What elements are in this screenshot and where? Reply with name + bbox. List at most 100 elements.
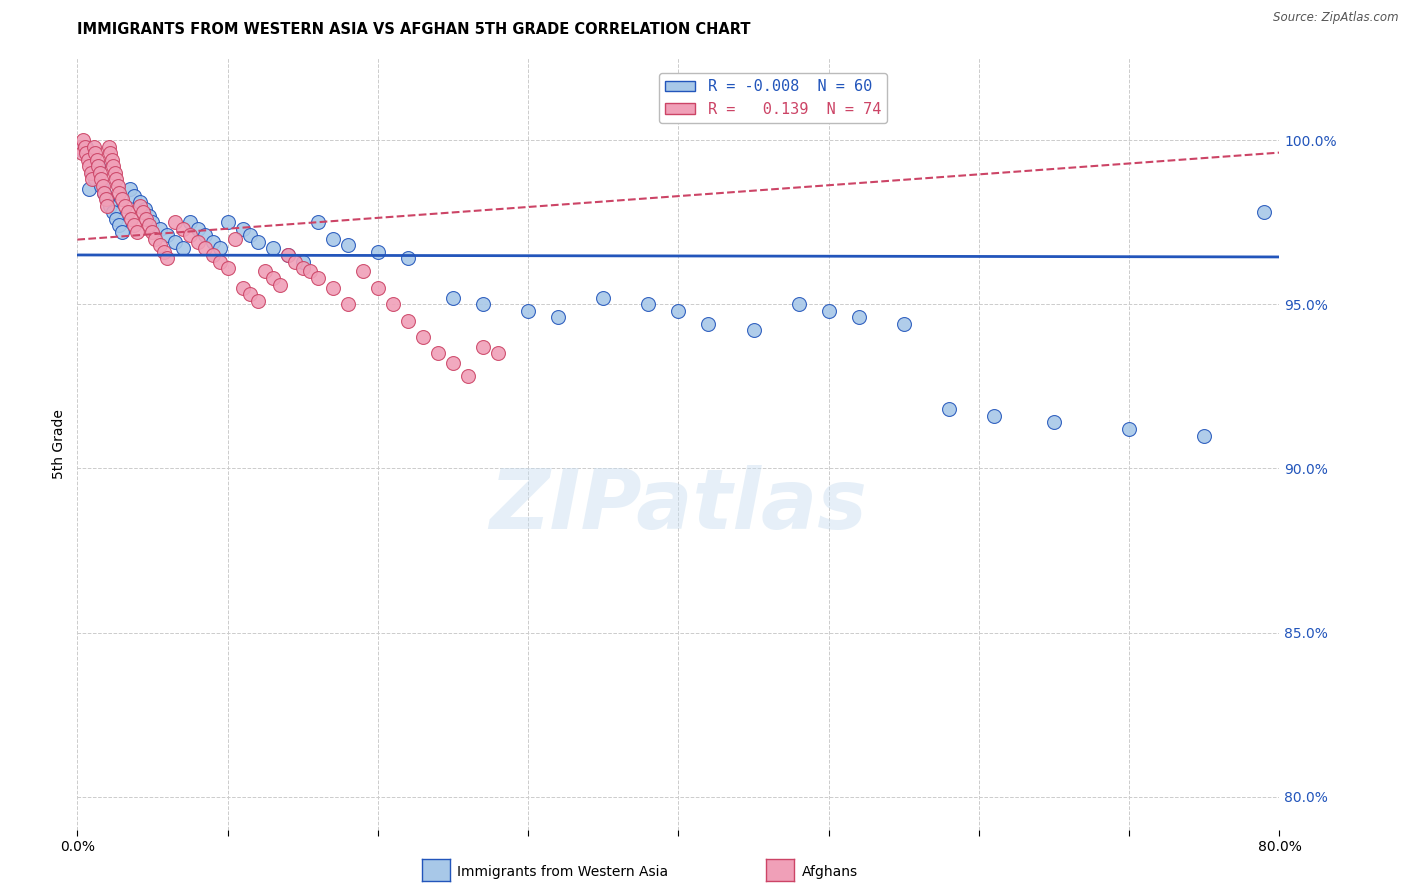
Point [187, 235, 209, 249]
Point [893, 317, 915, 331]
Point [367, 244, 389, 259]
Point [72, 133, 94, 147]
Point [209, 254, 232, 268]
Point [367, 281, 389, 295]
Point [396, 313, 419, 327]
Point [246, 235, 269, 249]
Y-axis label: 5th Grade: 5th Grade [52, 409, 66, 479]
Point [127, 225, 149, 239]
Point [111, 192, 134, 206]
Point [209, 241, 232, 255]
Point [277, 248, 299, 262]
Point [336, 297, 359, 311]
Point [336, 238, 359, 252]
Point [163, 215, 186, 229]
Text: Source: ZipAtlas.com: Source: ZipAtlas.com [1274, 11, 1399, 24]
Point [299, 264, 322, 278]
Point [124, 189, 146, 203]
Point [441, 291, 464, 305]
Point [96, 192, 118, 206]
Point [547, 310, 569, 325]
Point [141, 225, 163, 239]
Point [163, 235, 186, 249]
Point [742, 324, 765, 338]
Point [817, 303, 839, 318]
Point [427, 346, 450, 360]
Point [76, 153, 98, 167]
Point [284, 254, 307, 268]
Point [93, 186, 115, 200]
Point [149, 238, 172, 252]
Point [134, 202, 156, 216]
Point [472, 340, 495, 354]
Point [156, 252, 179, 266]
Point [668, 303, 690, 318]
Point [322, 281, 344, 295]
Point [983, 409, 1005, 423]
Point [100, 199, 122, 213]
Text: IMMIGRANTS FROM WESTERN ASIA VS AFGHAN 5TH GRADE CORRELATION CHART: IMMIGRANTS FROM WESTERN ASIA VS AFGHAN 5… [77, 22, 751, 37]
Point [132, 205, 155, 219]
Point [848, 310, 870, 325]
Point [79, 182, 101, 196]
Point [517, 303, 540, 318]
Point [254, 264, 277, 278]
Point [194, 241, 217, 255]
Point [87, 159, 110, 173]
Point [93, 186, 115, 200]
Point [82, 166, 104, 180]
Point [91, 179, 114, 194]
Point [246, 293, 269, 308]
Point [104, 166, 127, 180]
Point [787, 297, 810, 311]
Text: ZIPatlas: ZIPatlas [489, 465, 868, 546]
Point [97, 139, 120, 153]
Point [103, 205, 125, 219]
Point [486, 346, 509, 360]
Point [96, 199, 118, 213]
Point [118, 182, 141, 196]
Point [179, 215, 201, 229]
Point [73, 139, 96, 153]
Point [291, 261, 314, 276]
Point [82, 172, 104, 186]
Point [457, 369, 479, 384]
Point [141, 215, 163, 229]
Point [179, 228, 201, 243]
Point [1118, 422, 1140, 436]
Point [138, 209, 160, 223]
Point [291, 254, 314, 268]
Text: Afghans: Afghans [801, 865, 858, 880]
Point [111, 225, 134, 239]
Point [938, 402, 960, 417]
Point [277, 248, 299, 262]
Point [86, 153, 108, 167]
Point [396, 252, 419, 266]
Point [201, 248, 224, 262]
Point [1253, 205, 1275, 219]
Point [75, 146, 97, 161]
Point [105, 211, 128, 226]
Point [187, 221, 209, 235]
Legend: R = -0.008  N = 60, R =   0.139  N = 74: R = -0.008 N = 60, R = 0.139 N = 74 [659, 73, 887, 123]
Point [79, 159, 101, 173]
Point [70, 146, 93, 161]
Point [224, 231, 246, 245]
Point [103, 159, 125, 173]
Point [69, 139, 91, 153]
Point [70, 143, 93, 157]
Point [269, 277, 291, 292]
Point [108, 219, 131, 233]
Point [1043, 416, 1066, 430]
Point [441, 356, 464, 370]
Point [105, 172, 128, 186]
Point [307, 271, 329, 285]
Point [232, 281, 254, 295]
Point [108, 186, 131, 200]
Point [381, 297, 404, 311]
Point [84, 146, 107, 161]
Point [239, 228, 262, 243]
Point [472, 297, 495, 311]
Point [262, 241, 284, 255]
Point [89, 166, 111, 180]
